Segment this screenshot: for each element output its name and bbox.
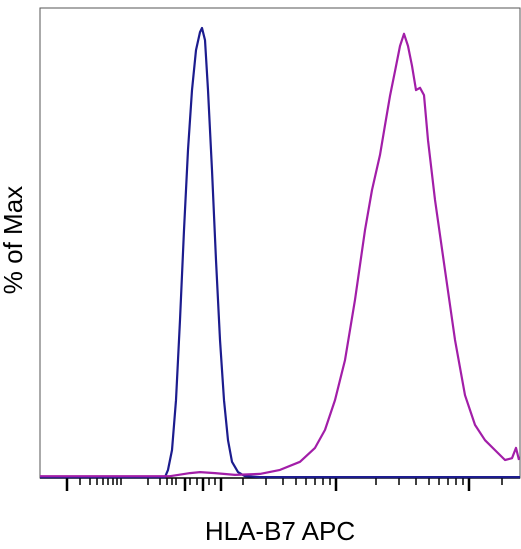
x-axis-label: HLA-B7 APC <box>205 516 355 546</box>
histogram-line <box>40 32 521 478</box>
y-axis-label: % of Max <box>0 186 28 294</box>
histogram-line <box>40 26 520 479</box>
plot-frame <box>39 7 521 479</box>
